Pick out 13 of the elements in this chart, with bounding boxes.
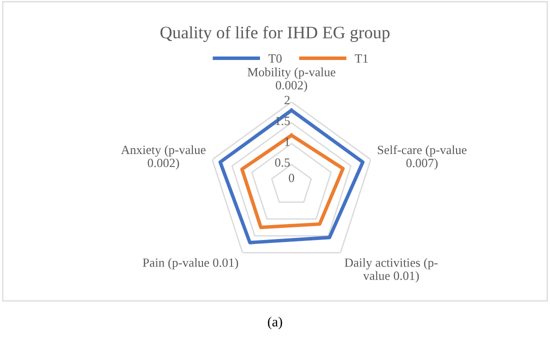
spoke-label: Anxiety (p-value 0.002) bbox=[121, 145, 206, 170]
legend-label: T0 bbox=[268, 54, 282, 63]
y-tick-label: 1 bbox=[285, 138, 290, 146]
spoke-label: Daily activities (p- value 0.01) bbox=[344, 258, 438, 283]
chart-title: Quality of life for IHD EG group bbox=[160, 26, 390, 42]
y-tick-label: 0 bbox=[288, 174, 294, 182]
spoke-label: Self-care (p-value 0.007) bbox=[378, 145, 466, 170]
y-tick-label: 2 bbox=[284, 96, 290, 104]
spoke-label: Pain (p-value 0.01) bbox=[142, 258, 238, 270]
y-tick-label: 0.5 bbox=[275, 158, 290, 167]
legend-label: T1 bbox=[354, 54, 368, 63]
text: (a) bbox=[268, 316, 282, 330]
spoke-label: Mobility (p-value 0.002) bbox=[248, 68, 336, 92]
